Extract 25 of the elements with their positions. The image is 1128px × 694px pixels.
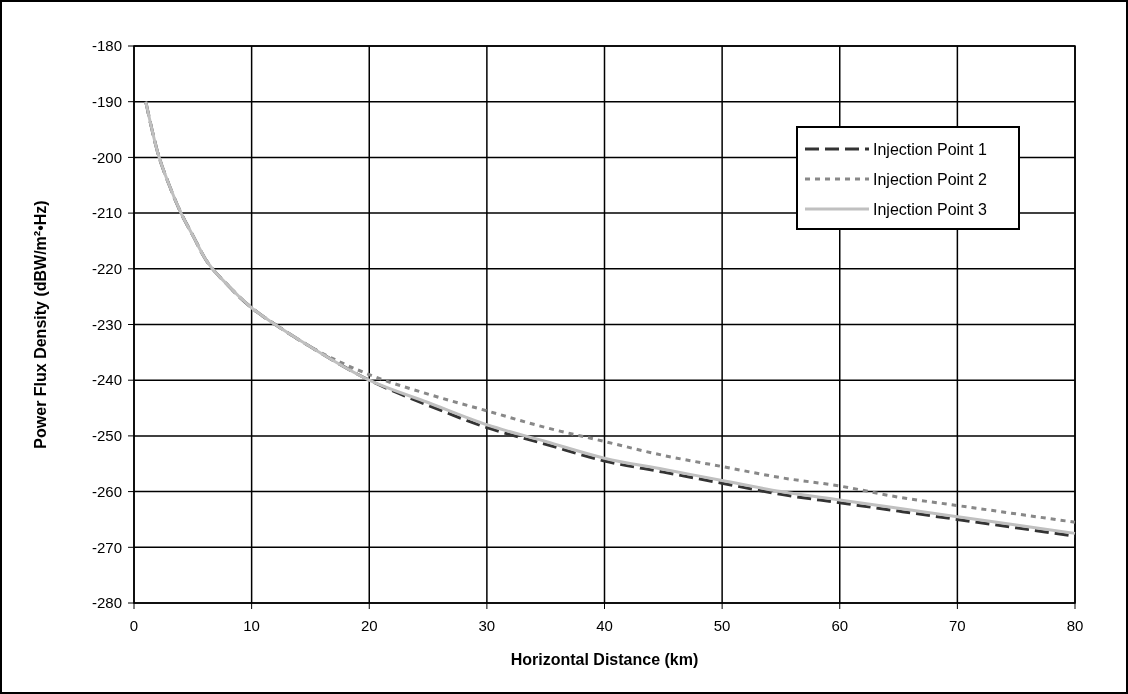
x-tick-label: 0 — [129, 617, 139, 634]
y-tick-label: -180 — [91, 37, 122, 55]
y-tick-label: -240 — [91, 371, 122, 389]
y-tick-label: -210 — [91, 204, 122, 222]
y-tick-label: -220 — [91, 260, 122, 278]
x-tick-label: 70 — [949, 617, 966, 634]
y-tick-label: -260 — [91, 482, 122, 500]
y-tick-label: -280 — [91, 594, 122, 612]
legend-label: Injection Point 2 — [873, 170, 987, 188]
x-tick-label: 30 — [478, 617, 496, 634]
y-axis-title: Power Flux Density (dBW/m²•Hz) — [32, 200, 49, 449]
x-tick-label: 20 — [360, 617, 378, 634]
y-tick-label: -250 — [91, 427, 122, 445]
y-tick-label: -270 — [91, 538, 122, 556]
legend-label: Injection Point 1 — [873, 140, 987, 158]
x-tick-label: 60 — [831, 617, 849, 634]
x-tick-label: 50 — [713, 617, 731, 634]
x-axis-title: Horizontal Distance (km) — [510, 651, 699, 668]
x-tick-label: 40 — [596, 617, 613, 634]
x-tick-label: 80 — [1066, 617, 1084, 634]
legend-label: Injection Point 3 — [873, 200, 987, 218]
y-tick-label: -200 — [91, 148, 122, 166]
y-tick-label: -190 — [91, 92, 122, 110]
x-tick-label: 10 — [243, 617, 260, 634]
y-tick-label: -230 — [91, 315, 122, 333]
